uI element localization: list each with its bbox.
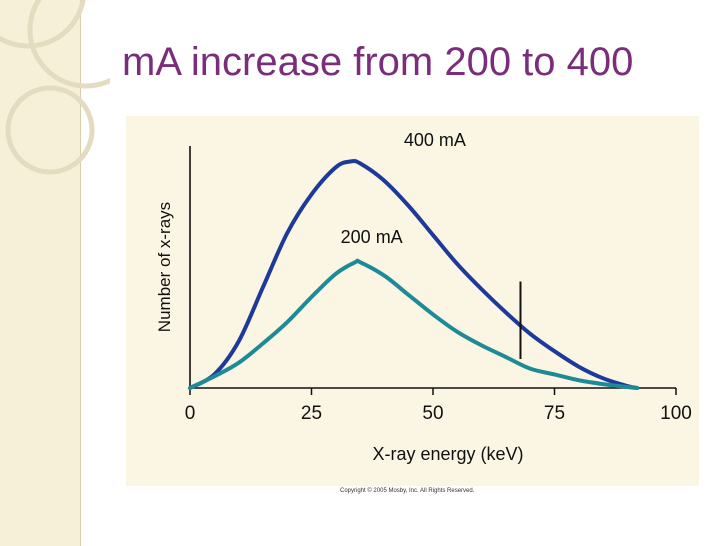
x-tick-label: 0 bbox=[185, 403, 196, 424]
x-tick-label: 75 bbox=[544, 403, 565, 424]
y-axis-label: Number of x-rays bbox=[155, 202, 174, 332]
series-label-400ma: 400 mA bbox=[404, 130, 466, 150]
series-lines bbox=[188, 158, 640, 390]
x-tick-label: 25 bbox=[301, 403, 322, 424]
series-line-200ma bbox=[188, 258, 640, 390]
copyright-notice: Copyright © 2005 Mosby, Inc. All Rights … bbox=[340, 488, 475, 494]
sidebar-divider bbox=[80, 0, 81, 546]
x-tick-label: 100 bbox=[660, 403, 692, 424]
x-ticks: 0 25 50 75 100 bbox=[185, 388, 692, 424]
series-line-400ma bbox=[188, 158, 640, 390]
series-label-200ma: 200 mA bbox=[341, 227, 403, 247]
x-ray-spectrum-chart: 0 25 50 75 100 400 mA 200 mA Number of x-rays… bbox=[155, 130, 692, 464]
x-axis-label: X-ray energy (keV) bbox=[372, 444, 523, 464]
x-tick-label: 50 bbox=[422, 403, 443, 424]
slide-title: mA increase from 200 to 400 bbox=[122, 40, 634, 84]
chart-panel: 0 25 50 75 100 400 mA 200 mA Number of x-rays… bbox=[126, 116, 699, 486]
decorative-circles bbox=[0, 0, 110, 175]
series-labels: 400 mA 200 mA bbox=[341, 130, 466, 247]
